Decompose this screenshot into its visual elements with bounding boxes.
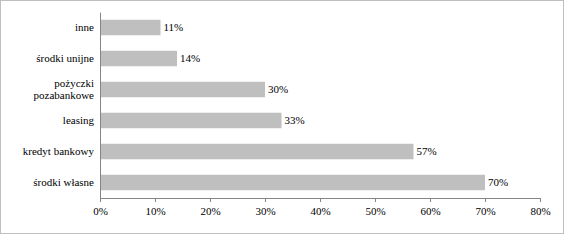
- data-label: 30%: [268, 83, 288, 95]
- x-tick-mark: [265, 198, 266, 202]
- bar: [100, 20, 161, 36]
- x-tick-label: 50%: [365, 205, 385, 217]
- x-tick-label: 70%: [475, 205, 495, 217]
- data-label: 11%: [164, 21, 184, 33]
- x-tick-mark: [210, 198, 211, 202]
- x-tick: 30%: [255, 198, 275, 217]
- y-axis-line: [100, 13, 101, 199]
- y-axis: inne środki unijne pożyczkipozabankowe leas…: [23, 13, 101, 199]
- y-tick: kredyt bankowy: [23, 145, 100, 157]
- y-tick-label: środki unijne: [36, 52, 94, 64]
- x-tick: 80%: [530, 198, 550, 217]
- y-tick: środki unijne: [36, 52, 100, 64]
- data-label: 70%: [488, 176, 508, 188]
- data-labels: 11% 14% 30% 33% 57% 70%: [164, 21, 509, 188]
- chart-frame: [1, 1, 564, 234]
- x-tick-mark: [485, 198, 486, 202]
- chart-container: 0% 10% 20% 30% 40% 50% 60% 70% 80% inne środki uni…: [0, 0, 564, 234]
- x-tick: 0%: [93, 198, 108, 217]
- bar: [100, 51, 177, 67]
- data-label: 14%: [180, 52, 200, 64]
- x-tick-mark: [320, 198, 321, 202]
- x-tick-label: 40%: [310, 205, 330, 217]
- x-tick-label: 60%: [420, 205, 440, 217]
- data-label: 57%: [417, 145, 437, 157]
- x-tick-label: 20%: [200, 205, 220, 217]
- y-tick: leasing: [63, 114, 100, 126]
- bar: [100, 175, 485, 191]
- y-tick: środki własne: [33, 176, 100, 188]
- x-axis: 0% 10% 20% 30% 40% 50% 60% 70% 80%: [93, 198, 550, 217]
- bars: [100, 20, 485, 191]
- data-label: 33%: [285, 114, 305, 126]
- y-tick-label: środki własne: [33, 176, 94, 188]
- bar: [100, 144, 414, 160]
- x-tick-mark: [430, 198, 431, 202]
- x-tick-mark: [375, 198, 376, 202]
- bar: [100, 82, 265, 98]
- x-tick: 70%: [475, 198, 495, 217]
- x-tick-mark: [540, 198, 541, 202]
- chart-svg: 0% 10% 20% 30% 40% 50% 60% 70% 80% inne środki uni…: [0, 0, 564, 234]
- x-tick: 20%: [200, 198, 220, 217]
- x-tick-mark: [155, 198, 156, 202]
- x-tick-label: 10%: [145, 205, 165, 217]
- y-tick: inne: [75, 21, 100, 33]
- y-tick-label: pożyczkipozabankowe: [34, 77, 95, 101]
- bar: [100, 113, 282, 129]
- x-tick-label: 0%: [93, 205, 108, 217]
- x-tick-label: 80%: [530, 205, 550, 217]
- x-tick: 40%: [310, 198, 330, 217]
- x-tick-mark: [100, 198, 101, 202]
- x-tick: 10%: [145, 198, 165, 217]
- y-tick-label: kredyt bankowy: [23, 145, 95, 157]
- x-tick: 60%: [420, 198, 440, 217]
- y-tick: pożyczkipozabankowe: [34, 77, 100, 101]
- y-tick-label: leasing: [63, 114, 95, 126]
- x-tick-label: 30%: [255, 205, 275, 217]
- y-tick-label: inne: [75, 21, 94, 33]
- x-tick: 50%: [365, 198, 385, 217]
